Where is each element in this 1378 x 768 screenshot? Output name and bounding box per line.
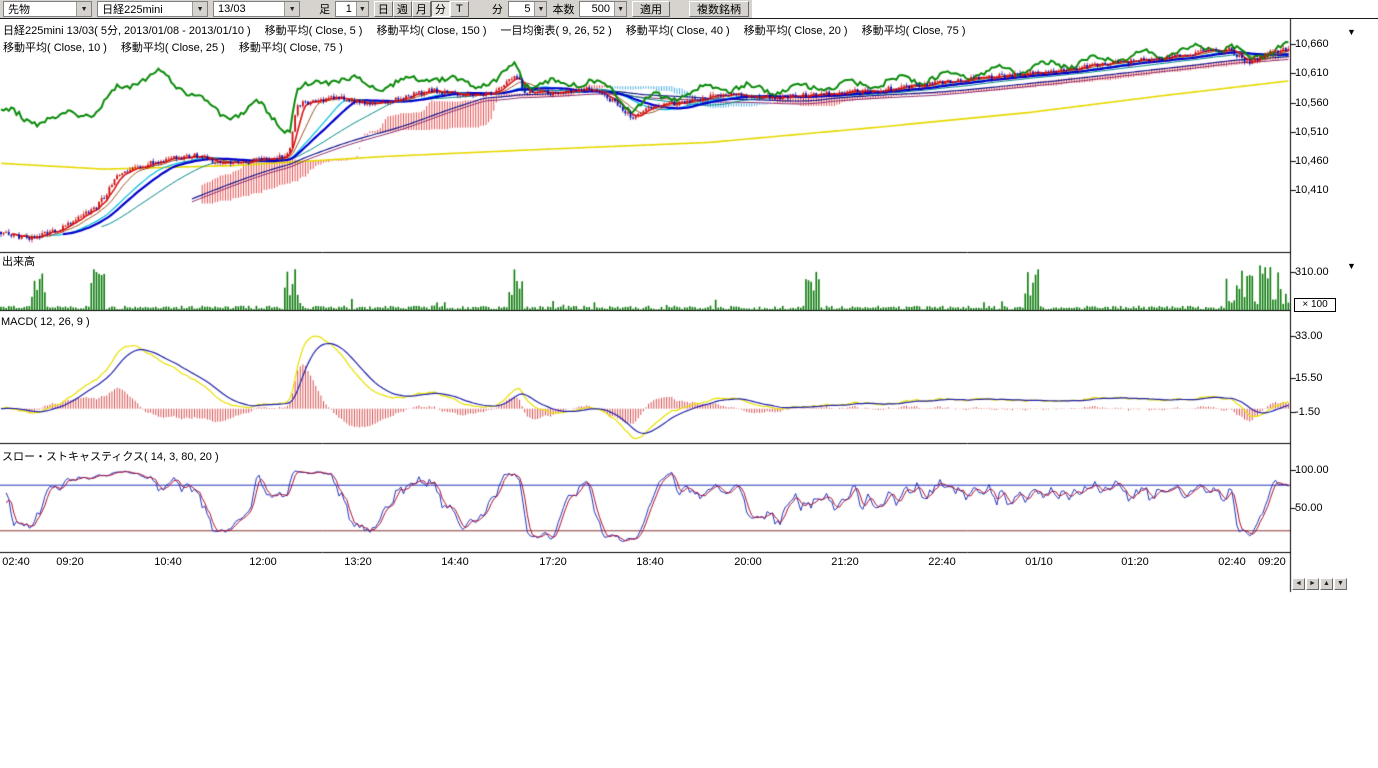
price-axis-label: 10,460 [1295,155,1329,167]
price-axis-label: 10,510 [1295,126,1329,138]
main-pane-scroll-down-icon[interactable]: ▼ [1347,27,1356,37]
time-label: 02:40 [2,556,30,568]
scroll-right-button[interactable]: ► [1306,578,1319,590]
period-button-4[interactable]: T [449,1,469,17]
price-axis-label: 10,560 [1295,97,1329,109]
time-axis: 02:40 09:20 10:40 12:00 13:20 14:40 17:20 18:40… [0,556,1378,570]
price-axis-label: 10,610 [1295,67,1329,79]
apply-button[interactable]: 適用 [632,1,671,17]
time-label: 17:20 [539,556,567,568]
minute-label: 分 [491,4,503,16]
bar-count-value: 500 [591,3,611,15]
legend-item: 移動平均( Close, 10 ) [3,42,107,54]
period-button-2[interactable]: 月 [411,1,431,17]
time-label: 02:40 [1218,556,1246,568]
minute-value: 5 [524,3,531,15]
multi-symbol-button[interactable]: 複数銘柄 [689,1,750,17]
time-label: 18:40 [636,556,664,568]
price-chart-canvas[interactable] [0,18,1378,600]
bar-count-label: 本数 [552,4,575,16]
chevron-down-icon[interactable]: ▼ [284,2,300,16]
contract-month-value: 13/03 [218,3,246,15]
time-label: 10:40 [154,556,182,568]
bar-count-input[interactable]: 500 ▼ [579,1,628,17]
legend-item: 移動平均( Close, 25 ) [120,42,225,54]
bar-value-input[interactable]: 1 ▼ [335,1,369,17]
legend-item: 移動平均( Close, 75 ) [238,42,343,54]
volume-axis-label: 310.00 [1295,266,1329,278]
time-label: 13:20 [344,556,372,568]
time-label: 14:40 [441,556,469,568]
volume-multiplier-badge: × 100 [1294,298,1336,312]
chart-legend-line2: 移動平均( Close, 10 ) 移動平均( Close, 25 ) 移動平均( … [3,39,343,55]
spinner-icon[interactable]: ▼ [614,2,627,16]
legend-item: 移動平均( Close, 150 ) [376,25,487,37]
time-label: 09:20 [1258,556,1286,568]
period-button-0[interactable]: 日 [373,1,393,17]
stoch-axis-label: 100.00 [1295,464,1329,476]
time-label: 21:20 [831,556,859,568]
time-label: 01:20 [1121,556,1149,568]
legend-item: 一目均衡表( 9, 26, 52 ) [500,25,612,37]
stoch-pane-label: スロー・ストキャスティクス( 14, 3, 80, 20 ) [2,451,219,463]
period-button-3[interactable]: 分 [430,1,450,17]
price-axis-label: 10,660 [1295,38,1329,50]
volume-pane-scroll-down-icon[interactable]: ▼ [1347,261,1356,271]
instrument-type-value: 先物 [8,4,30,16]
time-label: 09:20 [56,556,84,568]
bar-value: 1 [345,3,352,15]
stoch-axis-label: 50.00 [1295,502,1323,514]
legend-item: 移動平均( Close, 20 ) [743,25,848,37]
legend-item: 移動平均( Close, 75 ) [861,25,966,37]
legend-item: 移動平均( Close, 5 ) [264,25,363,37]
time-label: 20:00 [734,556,762,568]
volume-pane-label: 出来高 [2,256,35,268]
macd-pane-label: MACD( 12, 26, 9 ) [1,316,90,328]
scroll-down-button[interactable]: ▼ [1334,578,1347,590]
legend-item: 移動平均( Close, 40 ) [625,25,730,37]
instrument-select[interactable]: 日経225mini ▼ [97,1,209,17]
macd-axis-label: 33.00 [1295,330,1323,342]
scroll-up-button[interactable]: ▲ [1320,578,1333,590]
scroll-left-button[interactable]: ◄ [1292,578,1305,590]
time-label: 12:00 [249,556,277,568]
time-label: 22:40 [928,556,956,568]
period-button-1[interactable]: 週 [392,1,412,17]
chevron-down-icon[interactable]: ▼ [192,2,208,16]
chart-legend-line1: 日経225mini 13/03( 5分, 2013/01/08 - 2013/0… [3,22,966,38]
instrument-type-select[interactable]: 先物 ▼ [3,1,93,17]
minute-value-input[interactable]: 5 ▼ [507,1,548,17]
spinner-icon[interactable]: ▼ [355,2,368,16]
bar-type-label: 足 [319,4,331,16]
macd-axis-label: -1.50 [1295,406,1321,418]
price-axis-label: 10,410 [1295,184,1329,196]
macd-axis-label: 15.50 [1295,372,1323,384]
legend-item: 日経225mini 13/03( 5分, 2013/01/08 - 2013/0… [3,25,251,37]
spinner-icon[interactable]: ▼ [534,2,547,16]
instrument-value: 日経225mini [102,4,163,16]
contract-month-select[interactable]: 13/03 ▼ [213,1,301,17]
right-axis: 10,660 10,610 10,560 10,510 10,460 10,410 310.… [1295,0,1375,600]
chevron-down-icon[interactable]: ▼ [76,2,92,16]
time-label: 01/10 [1025,556,1053,568]
